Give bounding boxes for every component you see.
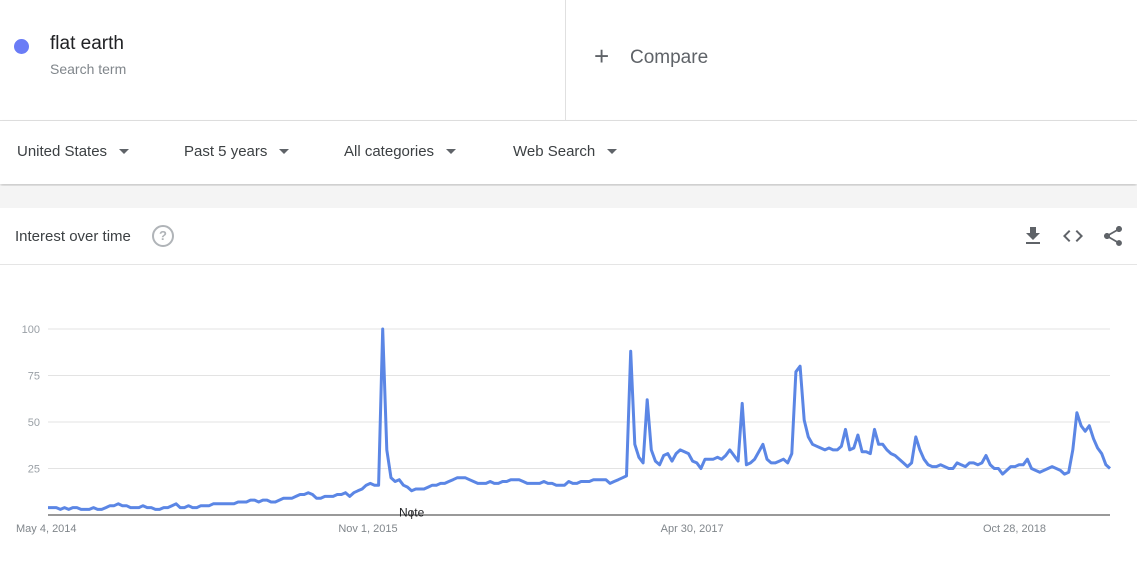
x-tick-label: Oct 28, 2018 <box>983 523 1046 535</box>
term-subtitle: Search term <box>50 61 127 77</box>
download-icon[interactable] <box>1021 224 1045 248</box>
caret-down-icon <box>446 149 457 154</box>
section-divider <box>0 186 1137 208</box>
note-label[interactable]: Note <box>399 506 425 520</box>
caret-down-icon <box>119 149 130 154</box>
embed-code-icon[interactable] <box>1061 224 1085 248</box>
region-filter[interactable]: United States <box>17 143 130 160</box>
filters-bar: United States Past 5 years All categorie… <box>0 121 1137 184</box>
y-tick-label: 100 <box>22 324 40 336</box>
region-filter-label: United States <box>17 143 108 160</box>
card-title: Interest over time <box>15 228 131 245</box>
compare-label: Compare <box>630 47 709 68</box>
search-type-filter-label: Web Search <box>513 143 596 160</box>
search-term-card[interactable]: flat earth Search term <box>0 0 566 120</box>
time-range-filter[interactable]: Past 5 years <box>184 143 290 160</box>
y-tick-label: 75 <box>28 371 40 383</box>
help-circle-icon[interactable]: ? <box>152 225 174 247</box>
series-line[interactable] <box>48 327 1112 511</box>
x-tick-label: Nov 1, 2015 <box>338 523 397 535</box>
x-tick-label: May 4, 2014 <box>16 523 77 535</box>
share-icon[interactable] <box>1101 224 1125 248</box>
caret-down-icon <box>607 149 618 154</box>
search-type-filter[interactable]: Web Search <box>513 143 618 160</box>
term-name[interactable]: flat earth <box>50 33 124 54</box>
x-tick-label: Apr 30, 2017 <box>661 523 724 535</box>
caret-down-icon <box>279 149 290 154</box>
chart-note[interactable]: Note <box>399 506 425 520</box>
y-tick-label: 50 <box>28 417 40 429</box>
y-tick-label: 25 <box>28 464 40 476</box>
x-axis-labels: May 4, 2014 Nov 1, 2015 Apr 30, 2017 Oct 28… <box>16 523 1046 535</box>
category-filter-label: All categories <box>344 143 435 160</box>
interest-chart[interactable]: 25 50 75 100 May 4, 2014 Nov 1, 2015 Apr 30, … <box>0 265 1137 565</box>
category-filter[interactable]: All categories <box>344 143 457 160</box>
interest-over-time-card: Interest over time ? 25 50 75 100 May 4, 20… <box>0 208 1137 567</box>
term-color-dot <box>14 39 29 54</box>
plus-icon: + <box>594 41 610 71</box>
compare-button[interactable]: + Compare <box>566 0 1137 120</box>
chart-grid <box>48 328 1110 469</box>
time-range-filter-label: Past 5 years <box>184 143 268 160</box>
card-header: Interest over time ? <box>0 208 1137 265</box>
search-term-bar: flat earth Search term + Compare <box>0 0 1137 121</box>
y-axis-labels: 25 50 75 100 <box>22 324 40 476</box>
